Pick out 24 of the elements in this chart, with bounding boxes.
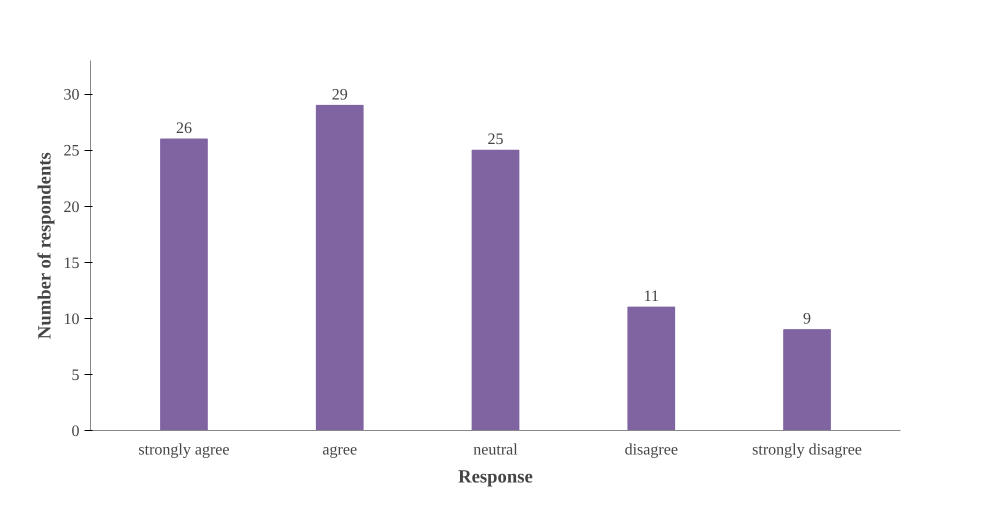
y-tick-label: 30 (64, 86, 80, 104)
data-label: 11 (644, 288, 659, 306)
x-tick-label: agree (322, 442, 358, 458)
data-label: 9 (803, 310, 812, 328)
data-label: 29 (332, 86, 348, 104)
bar (160, 138, 208, 430)
x-tick-label: strongly disagree (752, 442, 862, 458)
x-tick-label: neutral (473, 442, 518, 458)
x-tick-label: strongly agree (138, 442, 230, 458)
bar (783, 329, 831, 430)
y-tick-label: 0 (72, 423, 80, 440)
data-label: 25 (488, 131, 504, 148)
y-tick-label: 10 (64, 310, 80, 328)
y-tick-label: 20 (64, 198, 80, 216)
y-tick-label: 5 (72, 366, 80, 384)
x-axis-title: Response (458, 466, 533, 488)
bar (472, 150, 520, 430)
x-tick-label: disagree (624, 442, 678, 458)
bar (316, 104, 364, 430)
y-tick-label: 15 (64, 254, 80, 272)
data-label: 26 (176, 120, 192, 137)
y-tick-label: 25 (64, 142, 80, 160)
bar (627, 306, 676, 430)
y-axis-title: Number of respondents (34, 152, 56, 340)
